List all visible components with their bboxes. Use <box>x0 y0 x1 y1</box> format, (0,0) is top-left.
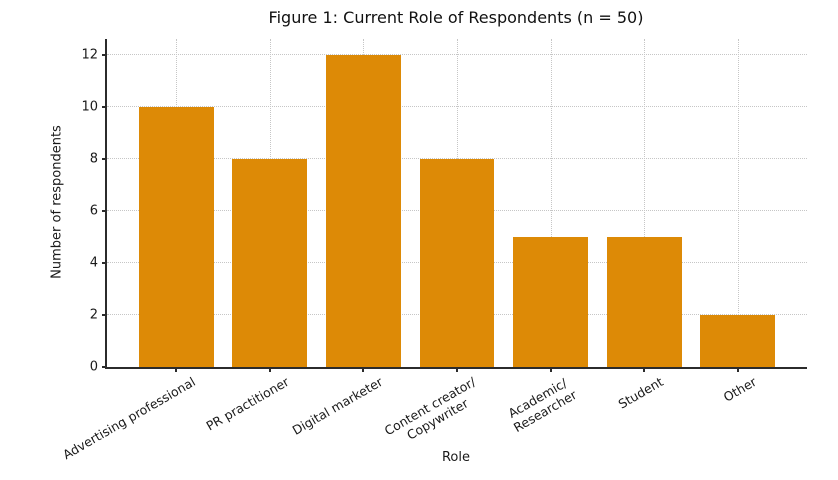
x-axis-label: Role <box>441 450 470 465</box>
bar <box>513 236 588 367</box>
y-tick-mark <box>102 105 107 108</box>
x-tick-mark <box>736 367 739 372</box>
y-tick-label: 6 <box>89 203 98 219</box>
x-tick-label: Other <box>721 374 760 405</box>
x-tick-label: Student <box>615 374 666 412</box>
x-tick-mark <box>456 367 458 372</box>
y-tick-mark <box>102 209 107 212</box>
bar <box>700 314 776 367</box>
bar <box>232 158 308 367</box>
y-tick-mark <box>102 313 107 316</box>
y-tick-mark <box>102 157 107 160</box>
x-tick-label: Advertising professional <box>59 374 198 463</box>
y-tick-label: 8 <box>89 151 98 167</box>
y-axis-label: Number of respondents <box>49 125 65 279</box>
y-tick-label: 4 <box>89 255 98 271</box>
v-gridline <box>550 39 552 367</box>
x-tick-mark <box>268 367 271 372</box>
plot-area: 0 2 4 6 8 10 12 Advertising professional PR prac… <box>60 39 807 462</box>
x-tick-label: Content creator/ Copywriter <box>382 374 479 443</box>
y-tick-mark <box>102 53 107 56</box>
x-tick-label: Academic/ Researcher <box>505 375 580 436</box>
bar <box>325 54 401 367</box>
bar <box>138 106 214 367</box>
x-tick-label: Digital marketer <box>289 374 385 438</box>
chart-title: Figure 1: Current Role of Respondents (n… <box>268 8 644 27</box>
bar <box>419 158 495 367</box>
bar <box>606 236 682 367</box>
y-tick-label: 0 <box>89 359 98 375</box>
v-gridline <box>644 39 646 367</box>
x-tick-mark <box>362 367 365 372</box>
x-tick-mark <box>549 367 552 372</box>
y-tick-label: 12 <box>81 47 98 63</box>
y-tick-label: 10 <box>81 99 98 115</box>
y-tick-label: 2 <box>89 307 98 323</box>
x-tick-label: PR practitioner <box>203 374 292 434</box>
v-gridline <box>737 39 739 367</box>
x-tick-mark <box>175 367 178 372</box>
y-tick-mark <box>102 366 107 368</box>
x-tick-mark <box>643 367 646 372</box>
y-tick-mark <box>102 261 107 264</box>
